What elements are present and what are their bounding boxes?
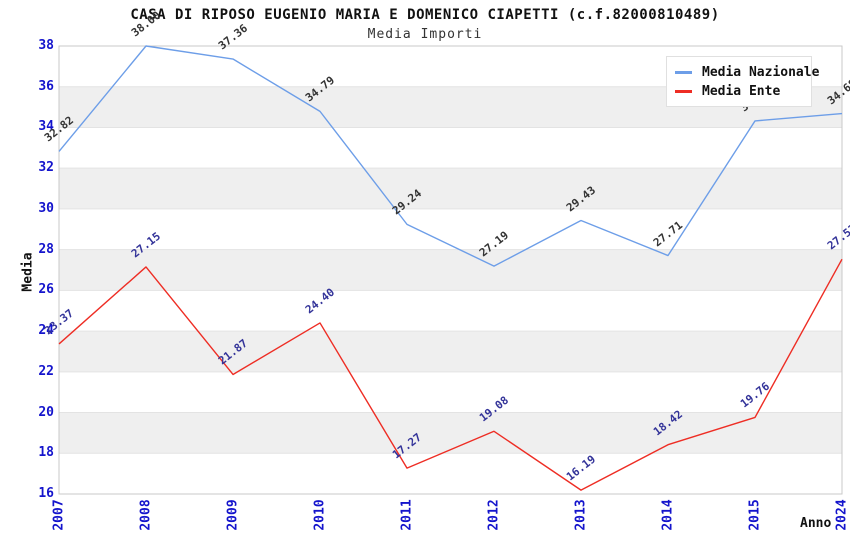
y-tick-label: 22 <box>38 363 54 379</box>
series-line-media-ente <box>58 258 843 491</box>
grid-band <box>59 168 842 209</box>
y-tick-label: 32 <box>38 160 54 176</box>
y-tick-label: 24 <box>38 323 54 339</box>
y-tick-label: 20 <box>38 404 54 420</box>
plot-border <box>58 45 843 495</box>
y-tick-label: 30 <box>38 200 54 216</box>
chart-title: CASA DI RIPOSO EUGENIO MARIA E DOMENICO … <box>130 7 720 23</box>
x-tick-label: 2013 <box>573 499 589 531</box>
legend-label-media-nazionale: Media Nazionale <box>702 65 820 80</box>
y-axis-title: Media <box>20 252 36 292</box>
x-tick-label: 2008 <box>138 499 154 531</box>
legend: Media Nazionale Media Ente <box>666 56 819 107</box>
x-tick-label: 2009 <box>225 499 241 531</box>
grid-band <box>59 412 842 454</box>
chart-subtitle: Media Importi <box>367 27 483 42</box>
legend-label-media-ente: Media Ente <box>702 84 781 99</box>
y-tick-label: 16 <box>38 486 54 501</box>
y-tick-label: 36 <box>38 78 54 94</box>
legend-swatch-media-nazionale <box>675 71 692 74</box>
x-tick-label: 2024 <box>834 499 850 531</box>
x-tick-label: 2010 <box>312 499 328 531</box>
y-tick-label: 38 <box>38 38 54 53</box>
legend-swatch-media-ente <box>675 90 692 93</box>
y-tick-label: 34 <box>38 119 54 135</box>
grid-band <box>59 331 842 372</box>
x-axis-title: Anno <box>800 516 832 531</box>
x-tick-label: 2015 <box>747 499 763 531</box>
y-tick-label: 28 <box>38 241 54 257</box>
x-tick-label: 2014 <box>660 499 676 531</box>
x-tick-label: 2007 <box>51 499 67 531</box>
series-line-media-nazionale <box>58 45 843 267</box>
y-tick-label: 18 <box>38 445 54 461</box>
x-tick-label: 2012 <box>486 499 502 531</box>
legend-item-media-nazionale: Media Nazionale <box>675 63 819 82</box>
x-tick-label: 2011 <box>399 499 415 531</box>
grid-band <box>59 249 842 291</box>
legend-item-media-ente: Media Ente <box>675 82 805 101</box>
y-tick-label: 26 <box>38 282 54 298</box>
